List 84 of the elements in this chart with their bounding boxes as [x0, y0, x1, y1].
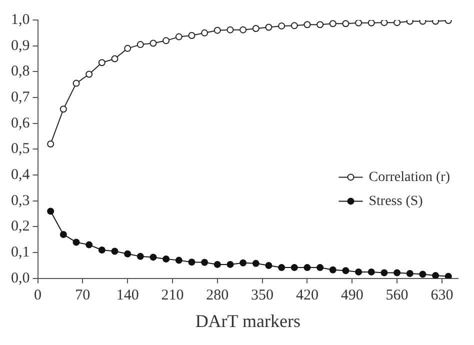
point — [278, 264, 286, 272]
x-tick-label: 210 — [161, 287, 184, 304]
point — [86, 241, 93, 248]
point — [86, 70, 93, 78]
point — [111, 248, 118, 255]
y-tick-label: 0,6 — [11, 115, 30, 132]
point — [188, 32, 196, 40]
point — [444, 272, 452, 278]
point — [342, 267, 350, 274]
y-tick-label: 0,8 — [11, 64, 30, 80]
point — [150, 40, 157, 47]
point — [124, 250, 132, 258]
x-tick-label: 280 — [206, 287, 229, 304]
point — [316, 21, 324, 28]
point — [316, 264, 324, 272]
y-tick-label: 0,3 — [11, 192, 30, 209]
point — [432, 272, 440, 278]
point — [278, 22, 286, 30]
point — [150, 254, 157, 261]
point — [368, 20, 375, 26]
point — [329, 20, 336, 28]
point — [368, 268, 375, 276]
x-tick-label: 350 — [251, 287, 274, 304]
point — [136, 41, 144, 48]
y-tick-label: 1,0 — [11, 12, 30, 28]
point — [72, 238, 80, 246]
y-tick-label: 0,5 — [11, 141, 30, 158]
point — [162, 37, 170, 44]
x-tick-label: 70 — [75, 287, 90, 304]
point — [265, 24, 272, 31]
point — [342, 20, 350, 28]
point — [136, 252, 144, 260]
point — [406, 270, 414, 277]
point — [265, 262, 272, 269]
point — [329, 266, 336, 274]
x-tick-label: 490 — [340, 287, 364, 304]
point — [175, 256, 182, 264]
x-tick-label: 140 — [116, 287, 139, 304]
point — [60, 230, 67, 238]
point — [60, 106, 67, 113]
point — [304, 21, 311, 28]
x-tick-label: 630 — [430, 287, 454, 304]
x-axis-title: DArT markers — [195, 310, 300, 331]
y-tick-label: 0,7 — [11, 89, 30, 106]
point — [201, 258, 208, 266]
legend-label: Correlation (r) — [368, 170, 450, 185]
point — [175, 33, 182, 40]
y-tick-label: 0,9 — [11, 38, 30, 54]
point — [380, 20, 388, 26]
point — [355, 20, 362, 26]
point — [124, 44, 132, 52]
point — [47, 140, 54, 148]
point — [72, 80, 80, 87]
point — [188, 258, 196, 266]
point — [394, 20, 401, 26]
point — [226, 26, 234, 34]
x-tick-label: 420 — [296, 287, 318, 304]
y-tick-label: 0,1 — [11, 244, 30, 260]
point — [419, 270, 426, 278]
point — [214, 26, 221, 34]
y-tick-label: 0,4 — [11, 166, 30, 183]
point — [98, 59, 106, 66]
point — [304, 264, 311, 272]
point — [98, 246, 106, 254]
point — [47, 208, 54, 215]
point — [226, 260, 234, 268]
y-tick-label: 0,0 — [11, 270, 30, 286]
point — [394, 269, 401, 276]
point — [252, 25, 260, 32]
point — [240, 26, 247, 34]
point — [290, 22, 298, 30]
point — [111, 55, 118, 62]
x-tick-label: 0 — [34, 287, 42, 304]
point — [355, 268, 362, 276]
point — [290, 264, 298, 272]
x-tick-label: 560 — [386, 287, 408, 304]
y-tick-label: 0,2 — [11, 218, 30, 235]
point — [201, 29, 208, 36]
point — [380, 269, 388, 276]
point — [240, 259, 247, 266]
point — [162, 256, 170, 263]
point — [214, 260, 221, 268]
legend-label: Stress (S) — [368, 194, 424, 209]
point — [252, 260, 260, 267]
